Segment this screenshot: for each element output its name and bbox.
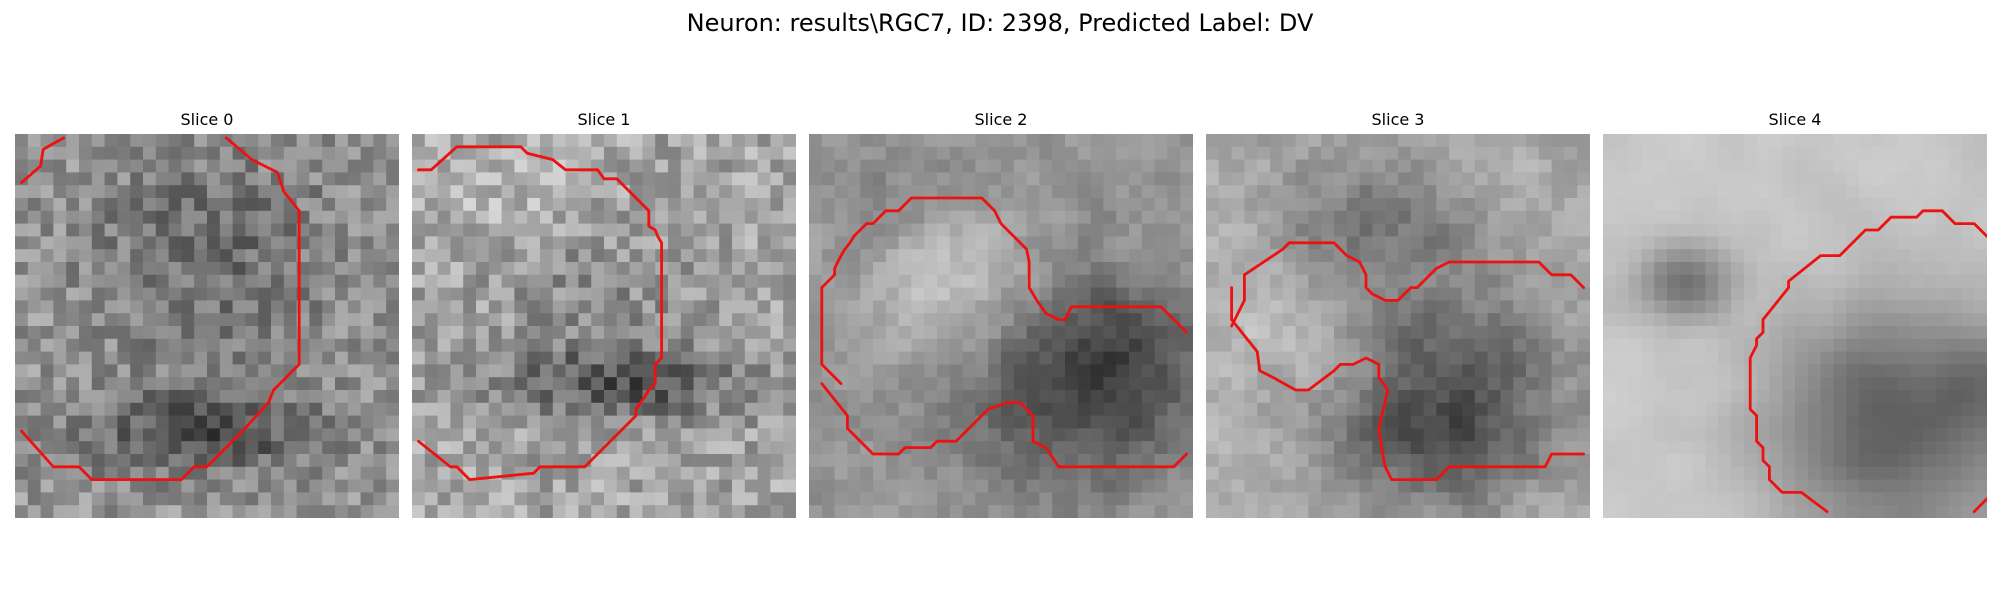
slice-panel-2: Slice 2 — [809, 108, 1193, 520]
contour-line — [19, 136, 301, 482]
contour-line — [1748, 209, 1987, 514]
slice-panel-1: Slice 1 — [412, 108, 796, 520]
slice-image — [1603, 134, 1987, 518]
slice-image — [412, 134, 796, 518]
slice-panel-4: Slice 4 — [1603, 108, 1987, 520]
slice-panel-3: Slice 3 — [1206, 108, 1590, 520]
slice-title: Slice 1 — [577, 110, 631, 129]
contour-line — [1972, 497, 1987, 514]
slice-image — [15, 134, 399, 518]
contour-line — [820, 382, 1189, 469]
slice-image — [1206, 134, 1590, 518]
slice-title: Slice 4 — [1768, 110, 1822, 129]
slice-panel-0: Slice 0 — [15, 108, 399, 520]
contour-line — [1230, 241, 1586, 328]
slice-title: Slice 3 — [1371, 110, 1425, 129]
contour-line — [820, 196, 1189, 386]
contour-line — [19, 136, 66, 185]
slice-title: Slice 2 — [974, 110, 1028, 129]
slice-image — [809, 134, 1193, 518]
contour-line — [1230, 286, 1586, 482]
contour-line — [416, 145, 664, 482]
slice-title: Slice 0 — [180, 110, 234, 129]
figure-title: Neuron: results\RGC7, ID: 2398, Predicte… — [686, 9, 1314, 37]
